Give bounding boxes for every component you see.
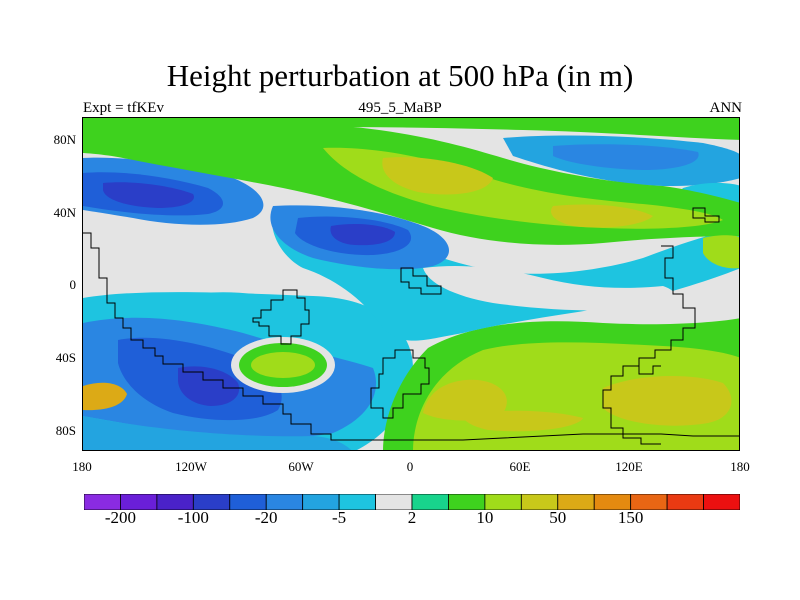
lat-label-80s: 80S	[55, 423, 76, 438]
season-label: ANN	[709, 100, 743, 116]
coast-island-equatorial	[400, 267, 442, 295]
colorbar-label: -100	[177, 508, 209, 527]
polar-green-band	[83, 118, 739, 140]
contour-map	[83, 118, 739, 450]
northern-olive-b	[551, 204, 653, 228]
northeast-blue-deep	[553, 144, 699, 170]
southern-olive-b	[603, 376, 732, 426]
colorbar-label: 50	[549, 508, 567, 527]
lon-label-180e: 180	[730, 459, 750, 474]
colorbar	[84, 494, 740, 510]
equatorial-blue-west	[173, 292, 286, 328]
lon-label-120w: 120W	[175, 459, 207, 474]
coast-western-continent	[83, 232, 353, 441]
southern-blue-lower	[83, 416, 352, 450]
colorbar-label: 150	[617, 508, 644, 527]
colorbar-label: -200	[104, 508, 137, 527]
coast-central-continent	[370, 349, 430, 419]
lon-label-60w: 60W	[288, 459, 314, 474]
colorbar-swatch	[703, 494, 740, 510]
northern-olive-a	[382, 157, 493, 195]
coastlines	[83, 207, 739, 445]
map-panel	[82, 117, 740, 451]
lat-label-80n: 80N	[53, 132, 76, 147]
northwest-blue-dark	[103, 182, 194, 208]
colorbar-label: 2	[407, 508, 417, 527]
lat-label-40n: 40N	[53, 205, 76, 220]
southern-olive-a	[423, 379, 507, 421]
southern-blue-dark	[178, 366, 240, 406]
northern-yellow-ne	[703, 235, 739, 269]
southern-orange	[83, 382, 127, 411]
equatorial-gap-a	[83, 218, 243, 282]
lat-label-0: 0	[69, 277, 77, 292]
lat-label-40s: 40S	[55, 350, 76, 365]
colorbar-swatch	[666, 494, 704, 510]
coast-eastern-south	[623, 365, 661, 375]
pacific-blue-dark	[330, 224, 395, 246]
coast-south-polar	[353, 433, 739, 441]
lon-label-180w: 180	[72, 459, 92, 474]
period-label: 495_5_MaBP	[358, 100, 442, 116]
experiment-label: Expt = tfKEv	[83, 100, 164, 116]
colorbar-label: -20	[254, 508, 278, 527]
southern-olive-c	[463, 410, 583, 432]
plot-title: Height perturbation at 500 hPa (in m)	[166, 58, 634, 93]
coast-northeast-island	[692, 207, 720, 223]
coast-western-inner	[252, 289, 310, 345]
coast-eastern-continent	[602, 245, 696, 445]
colorbar-label: 10	[476, 508, 494, 527]
lon-label-60e: 60E	[509, 459, 531, 474]
colorbar-label: -5	[332, 508, 347, 527]
equatorial-gap-b	[423, 266, 676, 311]
lon-label-0: 0	[406, 459, 414, 474]
lon-label-120e: 120E	[615, 459, 643, 474]
southern-ring-yellow	[251, 352, 315, 378]
